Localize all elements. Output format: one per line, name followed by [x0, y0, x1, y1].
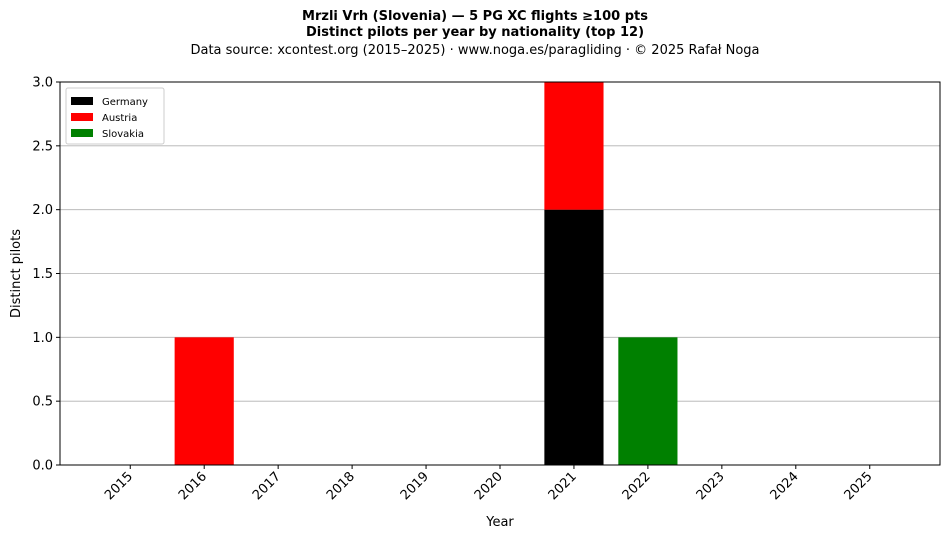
bar-austria-2016 — [174, 337, 234, 465]
chart-title: Mrzli Vrh (Slovenia) — 5 PG XC flights ≥… — [302, 9, 648, 24]
bar-austria-2021 — [544, 82, 604, 210]
bar-germany-2021 — [544, 209, 604, 465]
legend-swatch-slovakia — [71, 129, 93, 137]
x-tick-label: 2017 — [250, 469, 284, 503]
x-tick-label: 2020 — [472, 469, 506, 503]
y-axis-label: Distinct pilots — [9, 229, 24, 318]
y-tick-label: 1.5 — [32, 267, 53, 282]
x-tick-label: 2025 — [842, 469, 876, 503]
x-tick-label: 2022 — [620, 469, 654, 503]
x-tick-label: 2019 — [398, 469, 432, 503]
legend: Germany Austria Slovakia — [65, 87, 165, 145]
x-tick-label: 2021 — [546, 469, 580, 503]
legend-label-slovakia: Slovakia — [102, 129, 144, 140]
y-tick-label: 2.5 — [32, 139, 53, 154]
legend-swatch-germany — [71, 97, 93, 105]
x-tick-label: 2015 — [102, 469, 136, 503]
x-tick-label: 2024 — [768, 469, 802, 503]
y-tick-label: 1.0 — [32, 331, 53, 346]
y-tick-label: 3.0 — [32, 76, 53, 91]
y-tick-label: 2.0 — [32, 203, 53, 218]
x-tick-label: 2016 — [176, 469, 210, 503]
x-axis-label: Year — [485, 515, 514, 530]
y-tick-label: 0.0 — [32, 459, 53, 474]
bars — [174, 82, 678, 465]
legend-swatch-austria — [71, 113, 93, 121]
legend-label-germany: Germany — [102, 97, 148, 108]
bar-slovakia-2022 — [618, 337, 678, 465]
chart-subtitle: Data source: xcontest.org (2015–2025) · … — [190, 43, 760, 58]
x-tick-label: 2018 — [324, 469, 358, 503]
y-tick-label: 0.5 — [32, 395, 53, 410]
legend-label-austria: Austria — [102, 113, 137, 124]
x-tick-label: 2023 — [694, 469, 728, 503]
chart-title-line-2: Distinct pilots per year by nationality … — [305, 25, 645, 40]
